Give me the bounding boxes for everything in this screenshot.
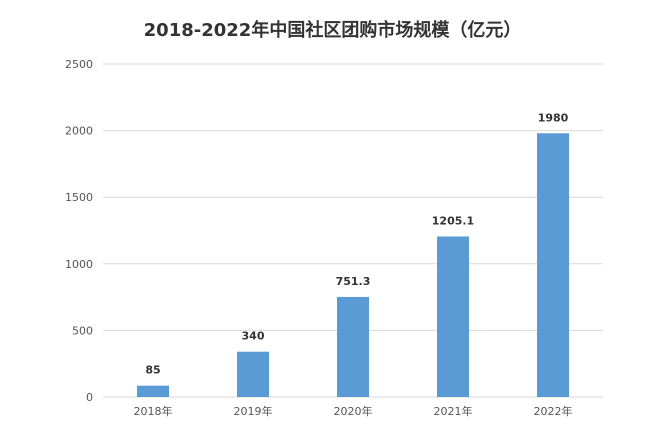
y-tick-label: 1000 (65, 258, 93, 271)
y-tick-label: 2500 (65, 58, 93, 71)
y-tick-label: 500 (72, 324, 93, 337)
y-tick-label: 0 (86, 391, 93, 404)
x-tick-label: 2020年 (334, 404, 373, 418)
y-tick-label: 1500 (65, 191, 93, 204)
y-tick-label: 2000 (65, 125, 93, 138)
x-tick-label: 2018年 (134, 404, 173, 418)
bars: 85 340 751.3 1205.1 1980 (137, 111, 569, 397)
chart-title: 2018-2022年中国社区团购市场规模（亿元） (143, 20, 522, 41)
data-label: 340 (242, 330, 265, 343)
bar (137, 385, 169, 397)
bar (337, 296, 369, 397)
data-label: 1980 (538, 111, 569, 124)
bar (437, 236, 469, 397)
x-axis: 2018年 2019年 2020年 2021年 2022年 (134, 404, 573, 418)
x-tick-label: 2019年 (234, 404, 273, 418)
x-tick-label: 2021年 (434, 404, 473, 418)
bar (537, 133, 569, 397)
data-label: 1205.1 (432, 214, 474, 227)
y-axis: 0 500 1000 1500 2000 2500 (65, 58, 93, 404)
bar (237, 351, 269, 397)
data-label: 85 (145, 364, 160, 377)
x-tick-label: 2022年 (534, 404, 573, 418)
data-label: 751.3 (336, 275, 371, 288)
